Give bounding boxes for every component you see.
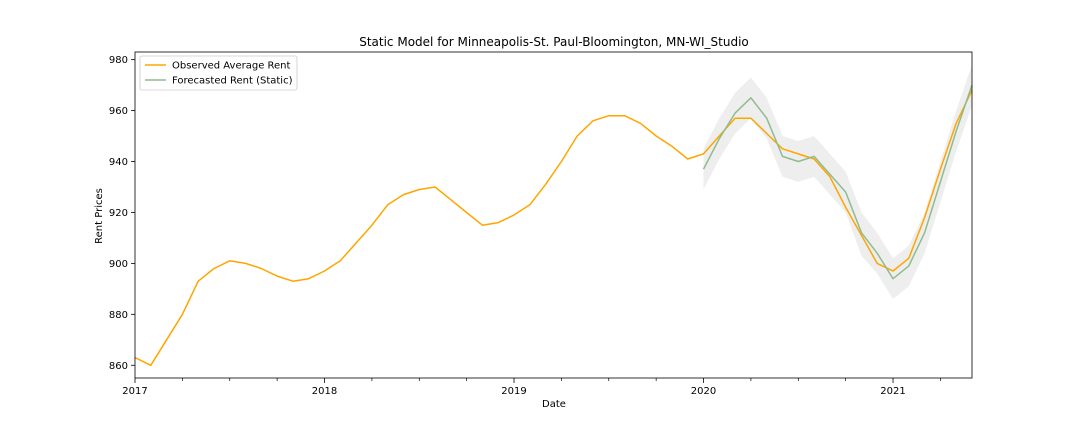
series-line-observed bbox=[134, 89, 973, 367]
y-tick-label: 860 bbox=[109, 361, 128, 372]
y-tick-label: 940 bbox=[109, 157, 128, 168]
x-tick-label: 2020 bbox=[691, 386, 716, 397]
y-tick-label: 880 bbox=[109, 310, 128, 321]
y-tick-label: 900 bbox=[109, 259, 128, 270]
y-axis-title: Rent Prices bbox=[94, 188, 105, 244]
legend: Observed Average Rent Forecasted Rent (St… bbox=[139, 55, 298, 91]
x-tick-label: 2021 bbox=[880, 386, 905, 397]
x-tick-label: 2018 bbox=[312, 386, 337, 397]
series-line-forecast bbox=[702, 84, 973, 280]
y-tick-label: 960 bbox=[109, 106, 128, 117]
x-axis: 2017 2018 2019 2020 2021 bbox=[122, 378, 941, 397]
legend-box bbox=[139, 55, 298, 91]
plot-area bbox=[134, 51, 973, 379]
legend-label: Observed Average Rent bbox=[172, 61, 291, 72]
chart-title: Static Model for Minneapolis-St. Paul-Bl… bbox=[359, 35, 749, 49]
x-axis-title: Date bbox=[542, 399, 566, 410]
legend-label: Forecasted Rent (Static) bbox=[172, 76, 293, 87]
plot-frame bbox=[134, 51, 973, 379]
y-axis: 860 880 900 920 940 960 980 bbox=[109, 55, 135, 372]
x-tick-label: 2017 bbox=[122, 386, 147, 397]
y-tick-label: 980 bbox=[109, 55, 128, 66]
y-tick-label: 920 bbox=[109, 208, 128, 219]
confidence-band bbox=[703, 64, 972, 299]
x-tick-label: 2019 bbox=[501, 386, 526, 397]
